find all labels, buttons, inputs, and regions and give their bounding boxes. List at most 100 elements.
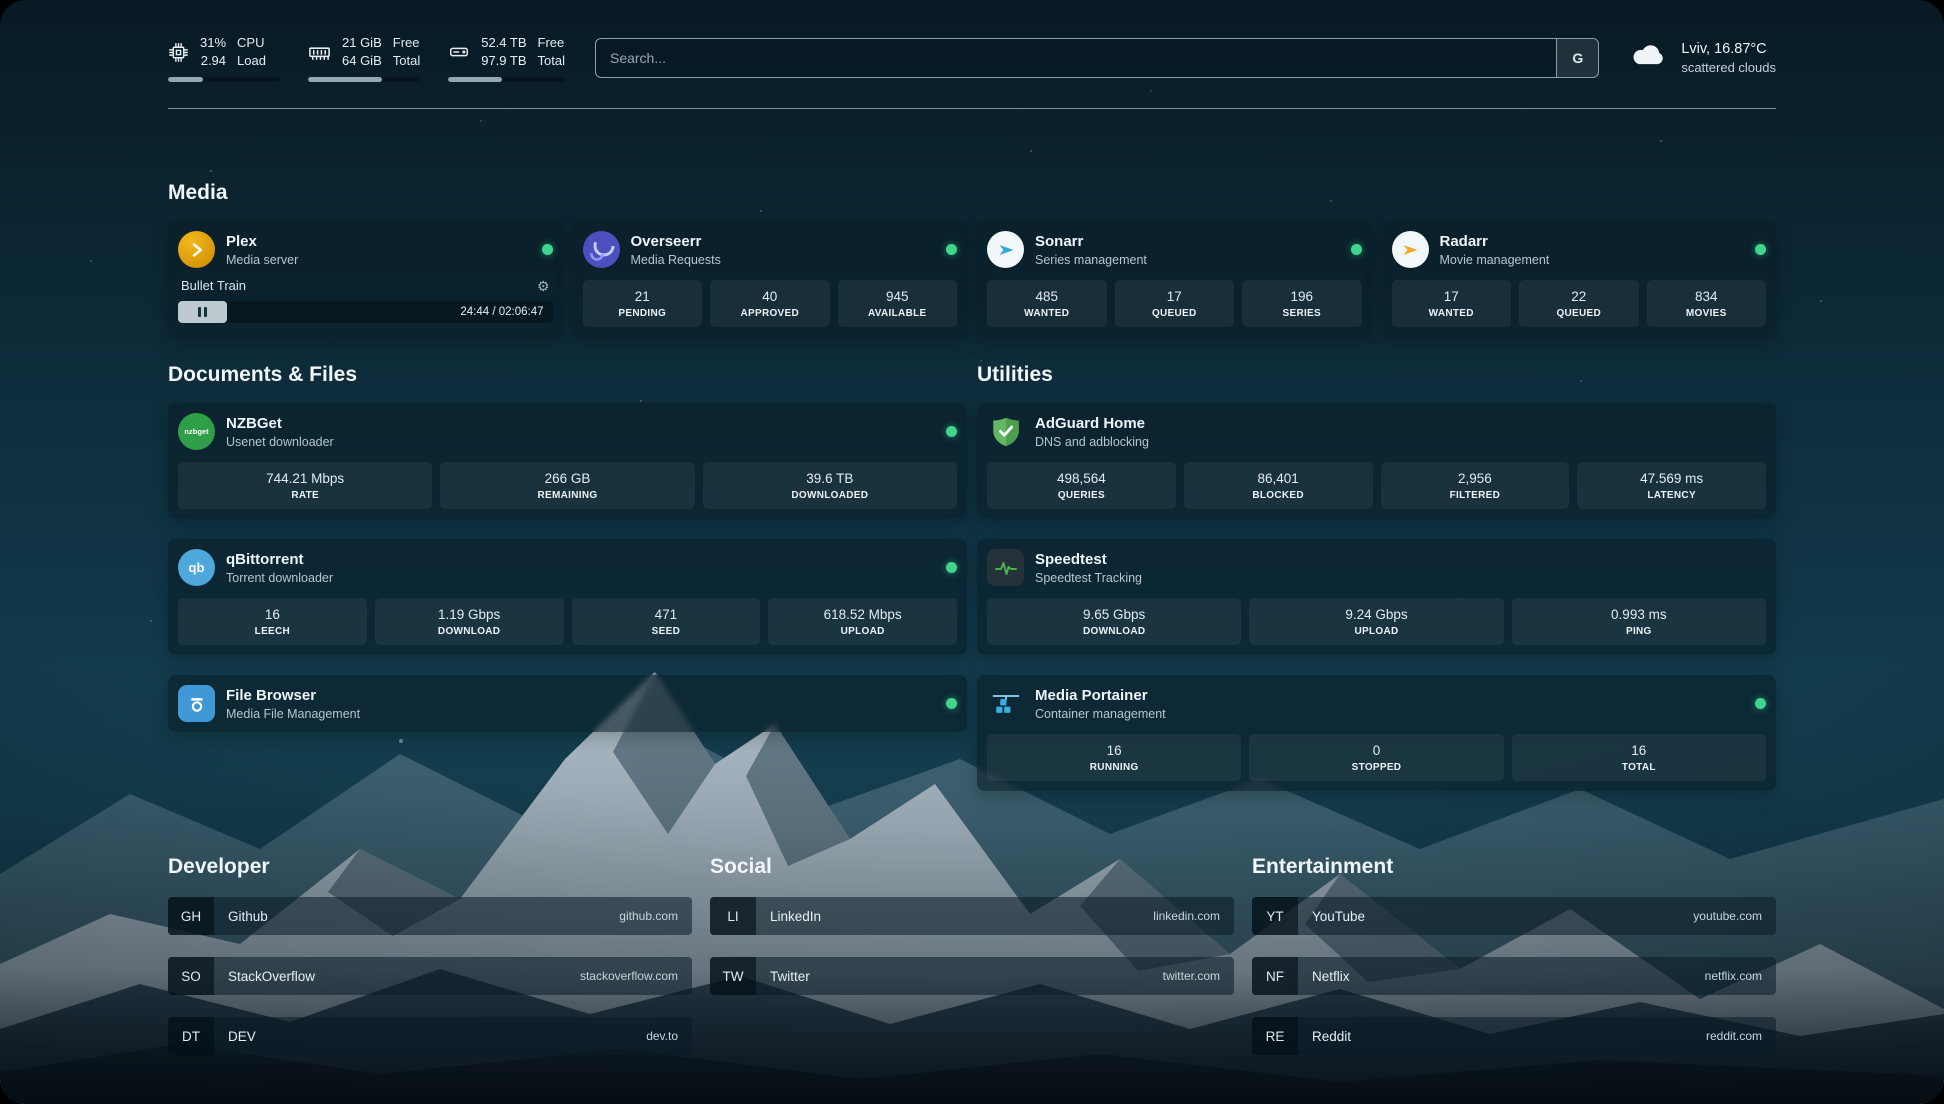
stat-value: 744.21 Mbps — [266, 471, 345, 486]
stat-block: 47.569 ms LATENCY — [1577, 462, 1766, 509]
nzbget-title: NZBGet — [226, 414, 282, 432]
speedtest-card[interactable]: Speedtest Speedtest Tracking 9.65 Gbps D… — [977, 539, 1776, 655]
stat-block: 17 WANTED — [1391, 280, 1511, 327]
bookmark-name: Github — [228, 908, 268, 924]
bookmark-twitter[interactable]: TW Twitter twitter.com — [710, 957, 1234, 995]
resource-widgets: 31% 2.94 CPU Load — [168, 34, 565, 82]
stat-label: PING — [1625, 626, 1652, 637]
section-title-documents: Documents & Files — [168, 363, 358, 386]
qbittorrent-title: qBittorrent — [226, 550, 304, 568]
bookmark-linkedin[interactable]: LI LinkedIn linkedin.com — [710, 897, 1234, 935]
stat-block: 86,401 BLOCKED — [1183, 462, 1373, 509]
stat-value: 196 — [1290, 289, 1314, 304]
stat-value: 9.24 Gbps — [1345, 607, 1408, 622]
disk-progress-track — [448, 77, 565, 82]
stat-label: SEED — [651, 626, 681, 637]
plex-icon — [178, 231, 215, 268]
media-grid: Plex Media server Bullet Train ⚙ 24:44 /… — [168, 221, 1776, 337]
stat-value: 17 — [1443, 289, 1459, 304]
stat-label: PENDING — [618, 308, 667, 319]
bookmarks-developer: Developer GH Github github.com SO StackO… — [168, 855, 692, 1077]
bookmark-name: StackOverflow — [228, 968, 316, 984]
qbittorrent-card[interactable]: qb qBittorrent Torrent downloader 16 LEE… — [168, 539, 967, 655]
bookmark-netflix[interactable]: NF Netflix netflix.com — [1252, 957, 1776, 995]
speedtest-title: Speedtest — [1035, 550, 1107, 568]
bookmark-github[interactable]: GH Github github.com — [168, 897, 692, 935]
plex-card[interactable]: Plex Media server Bullet Train ⚙ 24:44 /… — [168, 221, 563, 337]
portainer-card[interactable]: Media Portainer Container management 16 … — [977, 675, 1776, 791]
disk-progress-fill — [448, 77, 502, 82]
stat-block: 834 MOVIES — [1646, 280, 1766, 327]
pause-icon[interactable] — [197, 307, 207, 317]
bookmark-url: github.com — [619, 909, 678, 923]
sonarr-card[interactable]: Sonarr Series management 485 WANTED 17 Q… — [977, 221, 1372, 337]
playback-time: 24:44 / 02:06:47 — [460, 306, 544, 318]
bookmark-name: Netflix — [1312, 968, 1350, 984]
adguard-icon — [987, 413, 1024, 450]
cpu-usage-label: CPU — [237, 35, 265, 50]
search-input[interactable] — [595, 39, 1557, 77]
bookmark-name: Twitter — [770, 968, 810, 984]
filebrowser-card[interactable]: File Browser Media File Management — [168, 675, 967, 732]
bookmark-abbr: SO — [168, 957, 214, 995]
stat-label: WANTED — [1024, 308, 1070, 319]
sonarr-status-dot — [1350, 244, 1362, 255]
stat-block: 39.6 TB DOWNLOADED — [702, 462, 957, 509]
bookmark-stackoverflow[interactable]: SO StackOverflow stackoverflow.com — [168, 957, 692, 995]
qbittorrent-icon-text: qb — [188, 560, 205, 575]
radarr-card[interactable]: Radarr Movie management 17 WANTED 22 QUE… — [1381, 221, 1776, 337]
stat-block: 16 TOTAL — [1511, 734, 1766, 781]
bookmarks-section: Developer GH Github github.com SO StackO… — [168, 855, 1776, 1077]
stat-label: DOWNLOAD — [1082, 626, 1146, 637]
gear-icon[interactable]: ⚙ — [536, 277, 550, 294]
stat-value: 16 — [1106, 743, 1122, 758]
stat-block: 16 LEECH — [178, 598, 367, 645]
stat-label: MOVIES — [1685, 308, 1727, 319]
stat-value: 0 — [1372, 743, 1381, 758]
portainer-subtitle: Container management — [1035, 706, 1166, 721]
radarr-icon — [1391, 231, 1429, 268]
stat-label: QUEUED — [1556, 308, 1602, 319]
portainer-title: Media Portainer — [1035, 686, 1148, 704]
stat-block: 266 GB REMAINING — [440, 462, 695, 509]
stat-value: 266 GB — [544, 471, 591, 486]
playback-progress-bar[interactable]: 24:44 / 02:06:47 — [178, 301, 553, 323]
bookmark-name: Reddit — [1312, 1028, 1352, 1044]
stat-label: QUEUED — [1151, 308, 1197, 319]
bookmark-dev[interactable]: DT DEV dev.to — [168, 1017, 692, 1055]
stat-label: UPLOAD — [1354, 626, 1399, 637]
stat-label: AVAILABLE — [868, 308, 927, 319]
bookmark-reddit[interactable]: RE Reddit reddit.com — [1252, 1017, 1776, 1055]
stat-block: 618.52 Mbps UPLOAD — [768, 598, 957, 645]
nzbget-card[interactable]: nzbget NZBGet Usenet downloader 744.21 M… — [168, 403, 967, 519]
radarr-subtitle: Movie management — [1439, 252, 1550, 267]
stat-block: 0.993 ms PING — [1511, 598, 1766, 645]
stat-block: 1.19 Gbps DOWNLOAD — [374, 598, 564, 645]
stat-value: 485 — [1035, 289, 1059, 304]
stat-label: WANTED — [1428, 308, 1474, 319]
stat-block: 945 AVAILABLE — [837, 280, 957, 327]
weather-condition: scattered clouds — [1681, 60, 1776, 75]
disk-widget: 52.4 TB 97.9 TB Free Total — [448, 34, 565, 82]
cpu-icon — [168, 42, 189, 63]
stat-label: RATE — [291, 490, 319, 501]
portainer-icon — [987, 685, 1024, 722]
stat-block: 16 RUNNING — [987, 734, 1242, 781]
stat-block: 471 SEED — [571, 598, 761, 645]
weather-widget: Lviv, 16.87°C scattered clouds — [1629, 41, 1776, 75]
bookmark-url: linkedin.com — [1153, 909, 1220, 923]
stat-label: RUNNING — [1089, 762, 1139, 773]
bookmark-youtube[interactable]: YT YouTube youtube.com — [1252, 897, 1776, 935]
bookmark-abbr: TW — [710, 957, 756, 995]
memory-widget: 21 GiB 64 GiB Free Total — [308, 34, 421, 82]
overseerr-card[interactable]: Overseerr Media Requests 21 PENDING 40 A… — [572, 221, 967, 337]
stat-value: 39.6 TB — [806, 471, 854, 486]
adguard-card[interactable]: AdGuard Home DNS and adblocking 498,564 … — [977, 403, 1776, 519]
search-bar[interactable]: G — [594, 38, 1600, 78]
search-provider-button[interactable]: G — [1556, 39, 1599, 77]
bookmark-abbr: RE — [1252, 1017, 1298, 1055]
memory-free-label: Free — [392, 35, 420, 50]
speedtest-icon — [987, 549, 1024, 586]
